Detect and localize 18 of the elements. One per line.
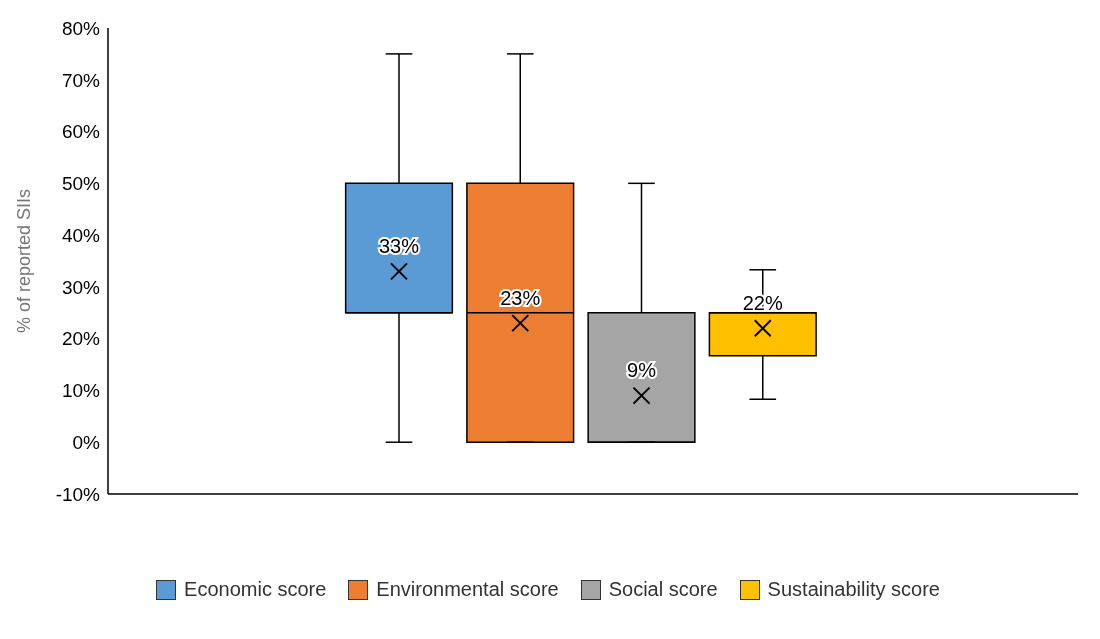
y-tick-label: 80% bbox=[61, 17, 101, 39]
legend-label: Sustainability score bbox=[767, 578, 940, 601]
text: 33% bbox=[378, 234, 420, 257]
legend-label: Environmental score bbox=[376, 578, 559, 601]
y-tick-label: 50% bbox=[61, 173, 101, 195]
text: 9% bbox=[627, 359, 656, 382]
y-tick-label: 0% bbox=[72, 431, 101, 453]
legend-label: Social score bbox=[608, 578, 718, 601]
legend-label: Economic score bbox=[184, 578, 327, 601]
y-tick-label: 30% bbox=[61, 276, 101, 298]
y-tick-label: 70% bbox=[61, 69, 101, 91]
y-tick-label: 20% bbox=[61, 328, 101, 350]
y-tick-label: -10% bbox=[55, 483, 101, 505]
y-tick-label: 10% bbox=[61, 380, 101, 402]
text: 23% bbox=[500, 286, 541, 309]
y-tick-label: 40% bbox=[61, 224, 101, 246]
y-axis-title: % of reported SIIs bbox=[14, 188, 35, 334]
y-tick-label: 60% bbox=[61, 121, 101, 143]
